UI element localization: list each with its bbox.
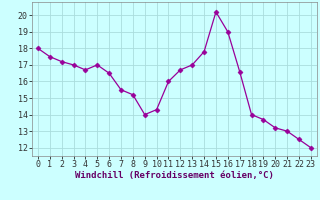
X-axis label: Windchill (Refroidissement éolien,°C): Windchill (Refroidissement éolien,°C) [75,171,274,180]
